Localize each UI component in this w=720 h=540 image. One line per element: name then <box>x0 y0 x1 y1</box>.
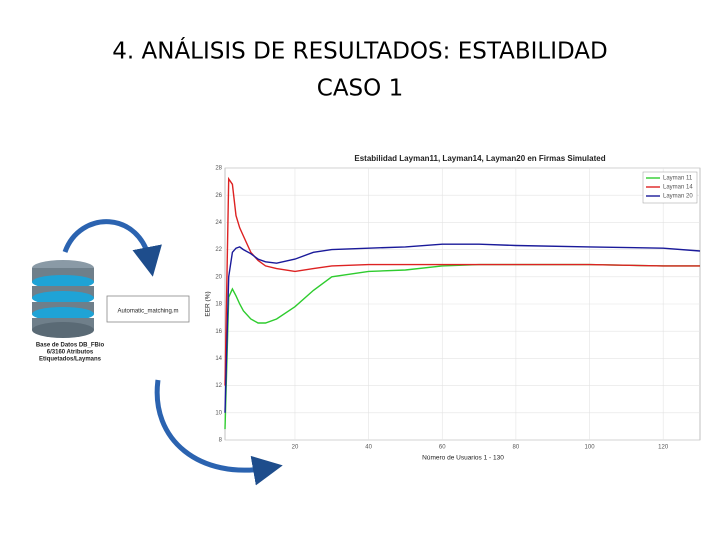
legend-label: Layman 14 <box>663 185 693 191</box>
legend-label: Layman 20 <box>663 194 693 200</box>
x-tick-label: 120 <box>658 445 669 451</box>
x-tick-label: 60 <box>439 445 446 451</box>
y-tick-label: 22 <box>215 247 222 253</box>
y-tick-label: 16 <box>215 329 222 335</box>
flow-arrow <box>154 379 283 486</box>
slide-title: 4. ANÁLISIS DE RESULTADOS: ESTABILIDAD <box>112 37 607 65</box>
database-label: Etiquetados/Laymans <box>39 357 102 363</box>
data-line <box>224 243 701 413</box>
flow-arrow <box>62 219 162 277</box>
y-tick-label: 10 <box>215 410 222 416</box>
database-label: 6/3160 Atributos <box>47 350 94 356</box>
y-tick-label: 28 <box>215 166 222 172</box>
y-tick-label: 8 <box>219 438 223 444</box>
y-tick-label: 24 <box>215 220 222 226</box>
slide-title: CASO 1 <box>317 76 403 102</box>
y-tick-label: 20 <box>215 274 222 280</box>
script-box <box>106 295 190 323</box>
y-tick-label: 26 <box>215 193 222 199</box>
chart-title: Estabilidad Layman11, Layman14, Layman20… <box>354 154 605 163</box>
x-axis-title: Número de Usuarios 1 - 130 <box>422 455 504 462</box>
y-axis-title: EER (%) <box>205 291 212 316</box>
x-tick-label: 20 <box>292 445 299 451</box>
script-label: Automatic_matching.m <box>117 309 178 315</box>
legend-label: Layman 11 <box>663 176 693 182</box>
y-tick-label: 18 <box>215 302 222 308</box>
x-tick-label: 100 <box>585 445 596 451</box>
database-label: Base de Datos DB_FBio <box>36 343 105 349</box>
y-tick-label: 12 <box>215 383 222 389</box>
database-icon <box>32 260 94 338</box>
data-line <box>224 176 700 386</box>
y-tick-label: 14 <box>215 356 222 362</box>
x-tick-label: 80 <box>513 445 520 451</box>
plot: 8 10 12 14 16 18 20 22 24 26 28 20 40 60 80 100 120 Layma… <box>215 166 701 451</box>
x-tick-label: 40 <box>365 445 372 451</box>
